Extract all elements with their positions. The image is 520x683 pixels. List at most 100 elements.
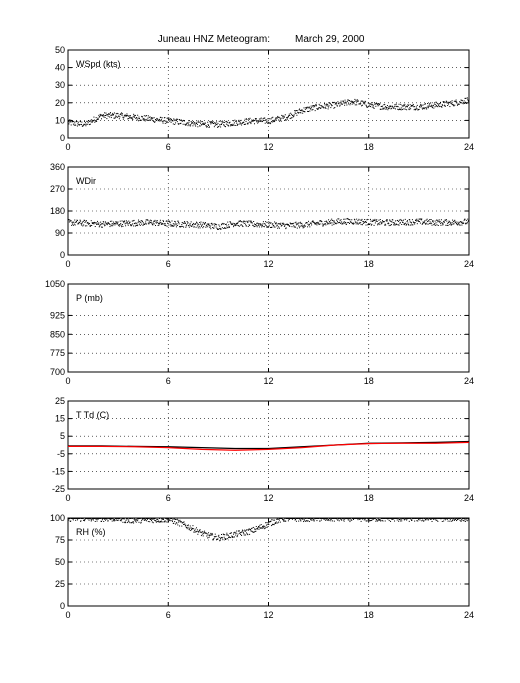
data-point [104,518,106,520]
data-point [457,221,459,223]
data-point [121,113,123,115]
data-point [151,521,153,523]
data-point [340,219,342,221]
data-point [324,221,326,223]
data-point [254,120,256,122]
data-point [393,222,395,224]
data-point [373,219,375,221]
data-point [254,118,256,120]
data-point [384,104,386,106]
data-point [417,520,419,522]
data-point [450,102,452,104]
data-point [157,225,159,227]
data-point [260,117,262,119]
data-point [324,223,326,225]
data-point [349,100,351,102]
data-point [364,100,366,102]
data-point [291,518,293,520]
data-point [356,104,358,106]
data-point [362,100,364,102]
data-point [454,222,456,224]
data-point [72,120,74,122]
data-point [444,518,446,519]
data-point [363,519,365,521]
data-point [357,99,359,101]
data-point [163,521,165,523]
data-point [267,118,269,120]
data-point [103,115,105,117]
data-point [361,219,363,221]
data-point [68,519,70,521]
data-point [229,226,231,228]
data-point [445,101,447,103]
data-point [136,223,138,225]
data-point [146,518,148,520]
data-point [439,221,441,223]
data-point [90,220,92,222]
data-point [316,518,317,519]
data-point [465,219,467,221]
data-point [160,222,162,224]
data-point [420,106,422,108]
data-point [226,225,228,227]
data-point [104,518,106,520]
y-tick-label: 0 [60,601,65,611]
data-point [93,223,95,225]
data-point [413,109,415,111]
data-point [73,120,75,122]
data-point [228,537,230,539]
data-point [229,537,231,539]
data-point [348,222,350,224]
data-point [233,226,235,228]
data-point [283,116,285,118]
x-tick-label: 12 [263,610,273,620]
data-point [414,106,416,108]
data-point [399,518,401,520]
data-point [192,122,193,124]
data-point [127,520,129,522]
data-point [404,223,406,225]
data-point [467,218,469,220]
data-point [92,222,94,224]
data-point [197,531,199,533]
data-point [132,116,134,118]
data-point [215,226,217,228]
data-point [437,224,439,226]
data-point [429,518,431,519]
data-point [460,221,462,223]
data-point [448,103,450,105]
data-point [135,118,137,120]
data-point [152,222,154,224]
data-point [220,537,222,539]
data-point [302,112,304,114]
data-point [381,518,383,519]
data-point [435,219,437,221]
data-point [101,520,103,522]
data-point [323,518,325,520]
data-point [337,103,339,105]
data-point [269,118,271,120]
data-point [386,220,388,222]
data-point [304,111,306,113]
data-point [405,105,407,107]
data-point [369,518,371,519]
data-point [329,221,331,223]
data-point [438,219,440,221]
data-point [269,221,271,223]
data-point [77,123,79,125]
data-point [97,118,99,120]
data-point [190,121,192,123]
data-point [380,520,382,522]
data-point [398,103,400,105]
data-point [158,521,160,523]
data-point [202,221,204,223]
data-point [226,532,228,534]
data-point [180,521,182,523]
data-point [107,222,109,224]
data-point [367,518,369,520]
data-point [78,124,80,126]
data-point [181,221,183,223]
data-point [83,123,85,125]
data-point [210,120,212,122]
data-point [266,222,268,224]
